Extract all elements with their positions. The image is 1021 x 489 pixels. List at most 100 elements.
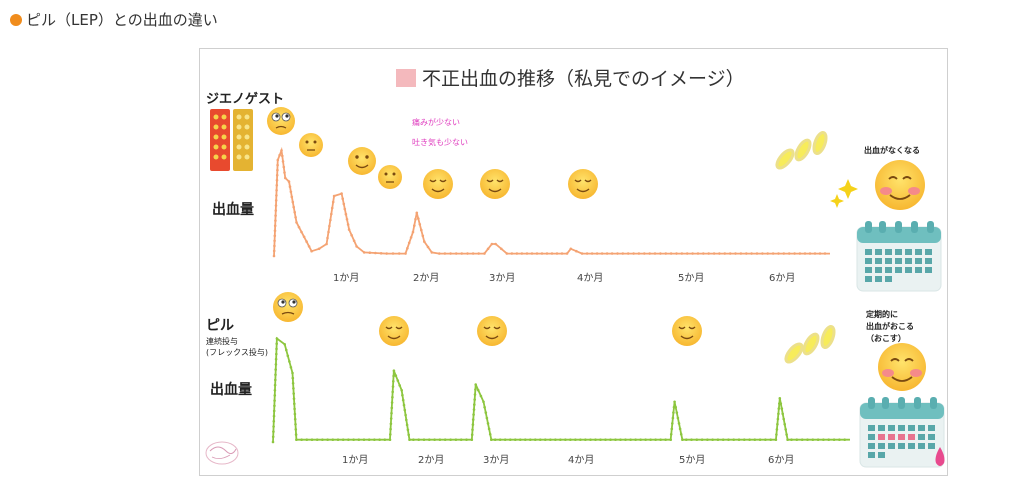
data-point — [272, 409, 276, 413]
data-point — [471, 428, 474, 432]
face-happy-blush-icon — [878, 343, 926, 391]
data-point — [294, 216, 297, 219]
data-point — [288, 185, 292, 188]
annotation-less-nausea: 吐き気も少ない — [412, 137, 468, 147]
data-point — [272, 425, 275, 428]
series-label-dienogest: ジエノゲスト — [206, 91, 284, 107]
y-axis-label-top: 出血量 — [212, 201, 254, 218]
data-point — [283, 343, 286, 346]
data-point — [275, 184, 279, 187]
annotation-less-pain: 痛みが少ない — [412, 117, 460, 127]
data-point — [443, 438, 447, 442]
data-point — [675, 252, 678, 255]
data-point — [423, 240, 426, 243]
data-point — [362, 438, 366, 442]
data-point — [514, 438, 517, 442]
data-point — [403, 408, 407, 412]
x-tick-label: 2か月 — [418, 454, 444, 466]
data-point — [275, 194, 278, 197]
data-point — [272, 430, 275, 433]
data-point — [732, 438, 735, 442]
data-point — [712, 252, 716, 255]
data-point — [610, 252, 614, 255]
data-point — [293, 407, 296, 411]
calendar-icon — [859, 396, 945, 468]
data-point — [407, 241, 411, 245]
data-point — [294, 428, 298, 431]
data-point — [391, 385, 395, 388]
data-point — [281, 154, 284, 158]
data-point — [273, 404, 276, 408]
data-point — [281, 160, 285, 163]
data-point — [827, 438, 830, 442]
data-point — [780, 407, 784, 410]
data-point — [569, 438, 572, 442]
data-point — [383, 438, 387, 442]
data-point — [271, 440, 275, 444]
data-point — [700, 438, 704, 442]
data-point — [785, 433, 788, 436]
data-point — [274, 204, 278, 207]
data-point — [488, 433, 492, 436]
bleeding-chart: 不正出血の推移（私見でのイメージ） ジエノゲスト 出血量 痛みが — [205, 68, 945, 468]
data-point — [310, 249, 313, 253]
data-point — [273, 389, 277, 392]
data-point — [392, 369, 396, 373]
data-point — [503, 438, 507, 442]
data-point — [737, 438, 741, 442]
data-point — [412, 438, 415, 442]
data-point — [275, 337, 279, 340]
data-point — [777, 407, 781, 410]
data-point — [707, 252, 710, 255]
data-point — [406, 428, 410, 432]
data-point — [390, 401, 394, 404]
data-point — [674, 405, 677, 409]
data-point — [344, 212, 348, 216]
data-point — [472, 408, 476, 411]
data-point — [483, 252, 486, 255]
data-point — [579, 438, 582, 442]
data-point — [293, 417, 297, 421]
data-point — [574, 438, 577, 442]
data-point — [300, 438, 303, 442]
data-point — [438, 252, 441, 255]
data-point — [400, 389, 403, 392]
data-point — [559, 438, 562, 442]
data-point — [286, 354, 290, 358]
data-point — [347, 228, 351, 231]
data-point — [390, 411, 393, 415]
data-point — [350, 233, 353, 237]
data-point — [392, 380, 395, 383]
data-point — [706, 438, 709, 442]
data-point — [764, 438, 767, 442]
data-point — [755, 252, 759, 255]
data-point — [535, 252, 539, 255]
data-point — [782, 252, 786, 255]
data-point — [838, 438, 841, 442]
data-point — [803, 252, 807, 255]
data-point — [575, 249, 578, 253]
data-point — [632, 252, 635, 255]
data-point — [643, 252, 646, 255]
data-point — [487, 427, 491, 431]
x-axis-ticks-top: 1か月 2か月 3か月 4か月 5か月 6か月 — [333, 272, 795, 284]
data-point — [680, 252, 684, 255]
face-relieved-icon — [423, 169, 453, 199]
data-point — [745, 252, 748, 255]
data-point — [549, 438, 552, 442]
data-point — [702, 252, 705, 255]
data-point — [315, 438, 319, 442]
data-point — [510, 252, 514, 255]
annotation-regular-bleeding-1: 定期的に — [865, 309, 898, 319]
data-point — [782, 417, 785, 421]
data-point — [723, 252, 727, 255]
data-point — [659, 252, 662, 255]
data-point — [727, 438, 730, 442]
data-point — [343, 207, 347, 211]
data-point — [390, 406, 394, 410]
data-point — [832, 438, 836, 442]
data-point — [779, 402, 783, 405]
data-point — [673, 400, 676, 404]
data-point — [418, 223, 422, 226]
x-tick-label: 4か月 — [568, 454, 594, 466]
